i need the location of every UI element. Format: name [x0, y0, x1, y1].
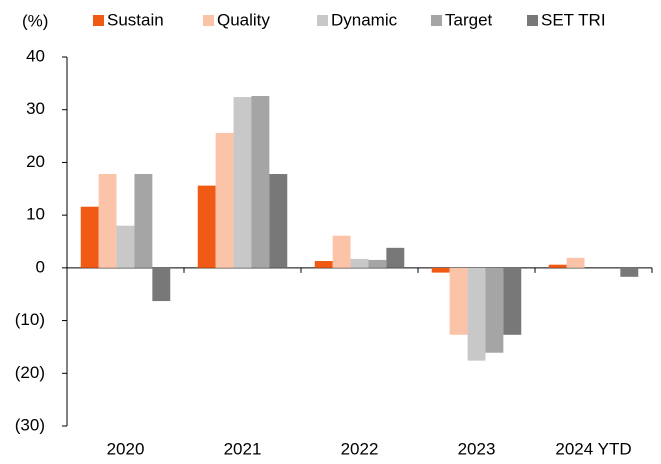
legend-label: Sustain [107, 10, 164, 29]
x-tick-label: 2022 [341, 439, 379, 458]
bar [368, 259, 387, 268]
bar [350, 258, 369, 268]
legend-label: Dynamic [331, 10, 398, 29]
bar [134, 174, 153, 268]
bar [467, 267, 486, 361]
x-tick-label: 2021 [224, 439, 262, 458]
legend-swatch [93, 15, 104, 26]
legend-swatch [317, 15, 328, 26]
bar [152, 267, 171, 302]
y-tick-label: (20) [15, 363, 45, 382]
bar [215, 132, 234, 268]
y-tick-label: (30) [15, 415, 45, 434]
bar [314, 261, 333, 268]
y-tick-label: 40 [26, 46, 45, 65]
x-tick-label: 2024 YTD [555, 439, 631, 458]
bar [116, 225, 135, 268]
bar [269, 174, 288, 268]
bar [620, 267, 639, 277]
bar [98, 174, 117, 268]
y-axis-label: (%) [22, 11, 48, 30]
bar [233, 97, 252, 268]
bar [251, 96, 270, 268]
bar [566, 257, 585, 268]
x-tick-label: 2023 [458, 439, 496, 458]
bar [485, 267, 504, 353]
bar [548, 264, 567, 268]
bar [449, 267, 468, 335]
y-tick-label: 10 [26, 205, 45, 224]
legend-label: Target [445, 10, 493, 29]
legend-swatch [431, 15, 442, 26]
legend-swatch [203, 15, 214, 26]
legend-label: SET TRI [541, 10, 606, 29]
legend-swatch [527, 15, 538, 26]
bar [332, 235, 351, 268]
bar [503, 267, 522, 335]
y-tick-label: 0 [36, 257, 45, 276]
bar [386, 247, 405, 268]
bar [197, 185, 216, 268]
y-tick-label: 30 [26, 99, 45, 118]
y-tick-label: (10) [15, 310, 45, 329]
bar [80, 206, 99, 268]
bar [431, 267, 450, 273]
legend-label: Quality [217, 10, 270, 29]
y-tick-label: 20 [26, 152, 45, 171]
x-tick-label: 2020 [107, 439, 145, 458]
